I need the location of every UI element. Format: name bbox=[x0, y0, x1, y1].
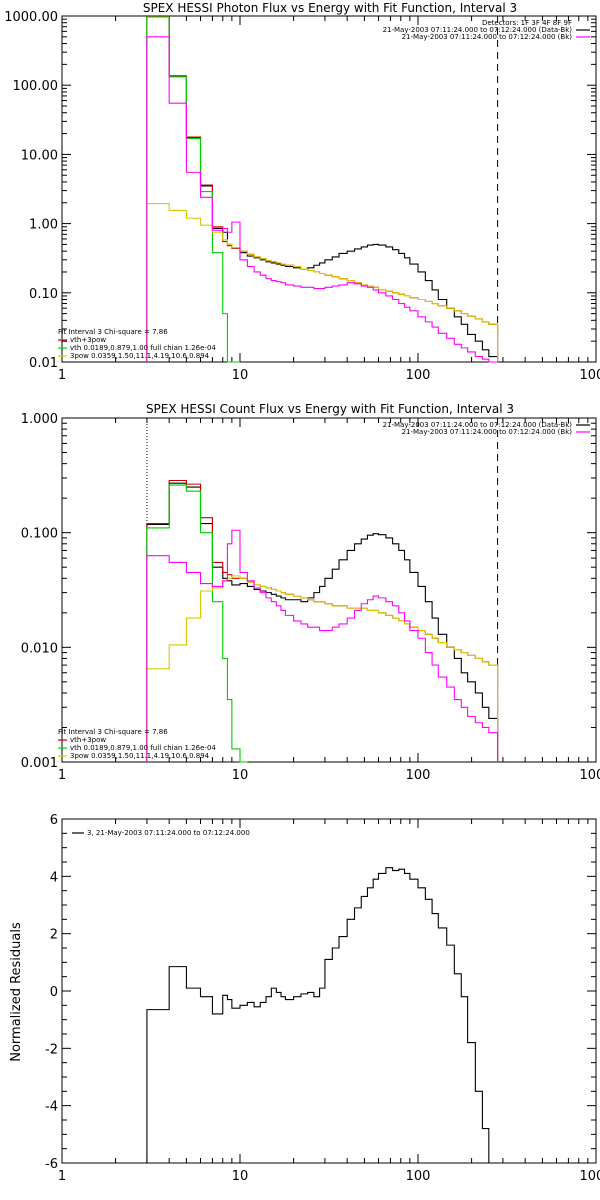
x-tick-label-100: 100 bbox=[406, 368, 431, 383]
fit-legend-text: vth 0.0189,0.879,1.00 full chian 1.26e-0… bbox=[70, 744, 216, 752]
y-tick-label-6: -6 bbox=[45, 1157, 58, 1172]
series-bk bbox=[146, 36, 498, 363]
y-tick-label-0: 0 bbox=[50, 985, 58, 1000]
x-tick-label-1000: 1000 bbox=[579, 768, 600, 783]
plot-frame bbox=[61, 417, 597, 763]
residuals-legend-text: 3, 21-May-2003 07:11:24.000 to 07:12:24.… bbox=[87, 829, 250, 837]
series-vth bbox=[146, 484, 248, 763]
x-axis-ticks bbox=[61, 418, 589, 762]
x-tick-label-100: 100 bbox=[406, 768, 431, 783]
fit-legend-text: vth 0.0189,0.879,1.00 full chian 1.26e-0… bbox=[70, 344, 216, 352]
legend-right: 21-May-2003 07:11:24.000 to 07:12:24.000… bbox=[383, 421, 590, 436]
fit-summary-text: Fit Interval 3 Chi-square = 7.86 bbox=[58, 328, 168, 336]
x-tick-label-10: 10 bbox=[232, 368, 249, 383]
y-tick-label-10-00: 10.00 bbox=[21, 148, 58, 163]
series-data-bk bbox=[146, 16, 499, 362]
x-tick-label-1000: 1000 bbox=[579, 368, 600, 383]
fit-legend-text: 3pow 0.0359,1.50,11.1,4.19,10.6,0.894 bbox=[70, 752, 210, 760]
y-tick-label-1-000: 1.000 bbox=[21, 412, 58, 427]
y-tick-label-1000-00: 1000.00 bbox=[4, 10, 58, 25]
series-data-bk bbox=[146, 482, 499, 762]
x-tick-label-1000: 1000 bbox=[579, 1169, 600, 1184]
legend-right-text: 21-May-2003 07:11:24.000 to 07:12:24.000… bbox=[402, 33, 573, 41]
fit-summary-text: Fit Interval 3 Chi-square = 7.86 bbox=[58, 728, 168, 736]
y-tick-label-4: -4 bbox=[45, 1100, 58, 1115]
legend-fit-info: Fit Interval 3 Chi-square = 7.86vth+3pow… bbox=[58, 728, 216, 760]
legend-right-text: 21-May-2003 07:11:24.000 to 07:12:24.000… bbox=[383, 26, 573, 34]
x-tick-label-10: 10 bbox=[232, 1169, 249, 1184]
y-tick-label-0-10: 0.10 bbox=[29, 287, 58, 302]
y-axis-ticks bbox=[62, 818, 596, 1164]
series-3-21-may-2003-07-11-24-000-to-07-12-24-000 bbox=[146, 867, 498, 1164]
fit-legend-text: 3pow 0.0359,1.50,11.1,4.19,10.6,0.894 bbox=[70, 352, 210, 360]
y-tick-label-1-00: 1.00 bbox=[29, 218, 58, 233]
legend-right-text: 21-May-2003 07:11:24.000 to 07:12:24.000… bbox=[402, 428, 573, 436]
y-tick-label-0-100: 0.100 bbox=[21, 527, 58, 542]
y-tick-label-100-00: 100.00 bbox=[13, 79, 59, 94]
plot-frame bbox=[61, 15, 597, 363]
x-tick-label-100: 100 bbox=[406, 1169, 431, 1184]
x-tick-label-1: 1 bbox=[58, 768, 66, 783]
y-axis-ticks bbox=[62, 18, 596, 363]
fit-legend-text: vth+3pow bbox=[70, 736, 106, 744]
series-3pow bbox=[146, 202, 499, 362]
photon-panel-title: SPEX HESSI Photon Flux vs Energy with Fi… bbox=[143, 1, 517, 15]
fit-legend-text: vth+3pow bbox=[70, 336, 106, 344]
legend-right-text: Detectors: 1F 3F 4F 8F 9F bbox=[482, 19, 572, 27]
y-axis-ticks bbox=[62, 422, 596, 763]
x-tick-label-1: 1 bbox=[58, 368, 66, 383]
y-tick-label-2: 2 bbox=[50, 928, 58, 943]
photon-flux-panel: SPEX HESSI Photon Flux vs Energy with Fi… bbox=[4, 1, 600, 383]
y-tick-label-2: -2 bbox=[45, 1042, 58, 1057]
y-tick-label-0-001: 0.001 bbox=[21, 756, 58, 771]
y-tick-label-0-010: 0.010 bbox=[21, 641, 58, 656]
y-tick-label-4: 4 bbox=[50, 870, 58, 885]
legend-residuals: 3, 21-May-2003 07:11:24.000 to 07:12:24.… bbox=[72, 829, 250, 837]
y-tick-label-0-01: 0.01 bbox=[29, 356, 58, 371]
series-bk bbox=[146, 529, 499, 762]
residuals-panel: Normalized Residuals 1 10 100 1000 -6 -4 -2 0 2 4… bbox=[9, 813, 600, 1184]
count-panel-title: SPEX HESSI Count Flux vs Energy with Fit… bbox=[146, 402, 514, 416]
legend-right-text: 21-May-2003 07:11:24.000 to 07:12:24.000… bbox=[383, 421, 573, 429]
y-tick-label-6: 6 bbox=[50, 813, 58, 828]
residuals-y-axis-label: Normalized Residuals bbox=[9, 922, 24, 1062]
x-tick-label-10: 10 bbox=[232, 768, 249, 783]
count-flux-panel: SPEX HESSI Count Flux vs Energy with Fit… bbox=[21, 402, 600, 783]
x-tick-label-1: 1 bbox=[58, 1169, 66, 1184]
legend-fit-info: Fit Interval 3 Chi-square = 7.86vth+3pow… bbox=[58, 328, 216, 360]
